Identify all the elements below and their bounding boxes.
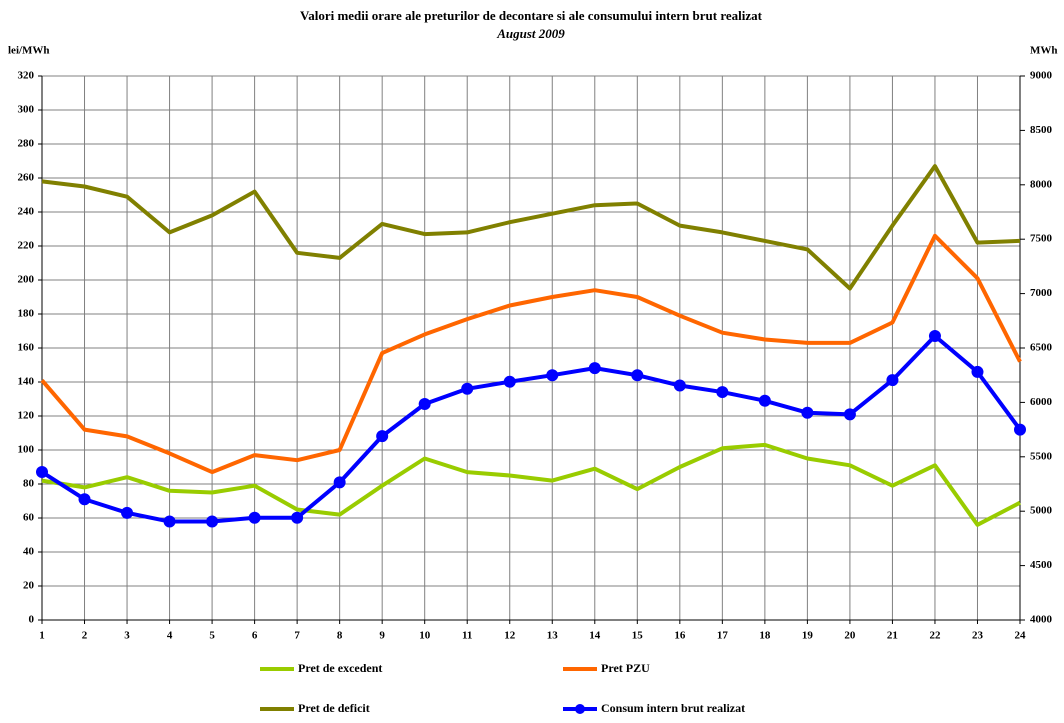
series-marker	[36, 466, 48, 479]
y-tick-label: 220	[18, 240, 35, 252]
chart-subtitle: August 2009	[496, 26, 565, 41]
series-marker	[206, 515, 219, 528]
x-tick-label: 22	[929, 630, 941, 642]
x-tick-label: 3	[124, 630, 130, 642]
legend-label: Consum intern brut realizat	[601, 701, 745, 715]
series-line	[41, 164, 1021, 291]
y-tick-label: 60	[23, 512, 35, 524]
legend-label: Pret de deficit	[298, 701, 370, 715]
x-tick-label: 17	[717, 630, 729, 642]
y2-tick-label: 9000	[1030, 70, 1053, 82]
series-marker	[886, 374, 899, 387]
series-marker	[631, 369, 644, 382]
y2-tick-label: 6000	[1030, 396, 1053, 408]
legend-marker	[575, 704, 585, 714]
series-marker	[121, 506, 134, 519]
y2-tick-label: 6500	[1030, 342, 1053, 354]
y-tick-label: 80	[23, 478, 35, 490]
series-marker	[78, 493, 91, 506]
y2-tick-label: 5500	[1030, 450, 1053, 462]
x-tick-label: 8	[337, 630, 343, 642]
series-marker	[758, 394, 771, 407]
y2-tick-label: 8500	[1030, 124, 1053, 136]
y2-tick-label: 4000	[1030, 614, 1053, 626]
y-tick-label: 120	[18, 410, 35, 422]
x-tick-label: 19	[802, 630, 814, 642]
x-tick-label: 16	[674, 630, 686, 642]
chart-title: Valori medii orare ale preturilor de dec…	[300, 8, 763, 23]
series-marker	[248, 511, 261, 524]
x-tick-label: 24	[1015, 630, 1027, 642]
x-tick-label: 15	[632, 630, 644, 642]
series-marker	[461, 382, 474, 395]
y2-tick-label: 5000	[1030, 505, 1053, 517]
y-tick-label: 140	[18, 376, 35, 388]
x-tick-label: 20	[844, 630, 856, 642]
legend-label: Pret PZU	[601, 661, 650, 675]
y-tick-label: 20	[23, 580, 35, 592]
y-tick-label: 160	[18, 342, 35, 354]
series-marker	[376, 430, 389, 443]
x-tick-label: 7	[294, 630, 300, 642]
y2-tick-label: 7500	[1030, 233, 1053, 245]
series-marker	[163, 515, 176, 528]
series-marker	[716, 386, 729, 399]
series-marker	[503, 375, 516, 388]
y-tick-label: 260	[18, 172, 35, 184]
y-tick-label: 300	[18, 104, 35, 116]
y-tick-label: 200	[18, 274, 35, 286]
series-marker	[843, 408, 856, 421]
series-line	[41, 442, 1021, 527]
series-marker	[333, 476, 346, 489]
y-tick-label: 180	[18, 308, 35, 320]
y2-tick-label: 4500	[1030, 559, 1053, 571]
y-axis-label: lei/MWh	[8, 45, 50, 57]
x-tick-label: 23	[972, 630, 984, 642]
y-tick-label: 40	[23, 546, 35, 558]
series-marker	[928, 330, 941, 343]
series-marker	[546, 369, 559, 382]
y2-tick-label: 7000	[1030, 287, 1053, 299]
y-tick-label: 240	[18, 206, 35, 218]
x-tick-label: 5	[209, 630, 215, 642]
x-tick-label: 6	[252, 630, 258, 642]
x-tick-label: 4	[167, 630, 173, 642]
x-tick-label: 1	[39, 630, 45, 642]
series-marker	[801, 406, 814, 419]
series-marker	[673, 379, 686, 392]
series-line	[40, 233, 1022, 475]
series-marker	[418, 398, 431, 411]
x-tick-label: 10	[419, 630, 431, 642]
y-tick-label: 0	[29, 614, 35, 626]
y-tick-label: 280	[18, 138, 35, 150]
legend-label: Pret de excedent	[298, 661, 382, 675]
series-marker	[971, 365, 984, 378]
series-line	[40, 334, 1022, 524]
x-tick-label: 18	[759, 630, 771, 642]
series-marker	[291, 511, 304, 524]
x-tick-label: 9	[379, 630, 385, 642]
series-marker	[1014, 423, 1026, 436]
x-tick-label: 2	[82, 630, 88, 642]
y2-tick-label: 8000	[1030, 178, 1053, 190]
x-tick-label: 13	[547, 630, 559, 642]
x-tick-label: 14	[589, 630, 601, 642]
y2-axis-label: MWh	[1030, 45, 1058, 57]
y-tick-label: 320	[18, 70, 35, 82]
x-tick-label: 12	[504, 630, 516, 642]
x-tick-label: 21	[887, 630, 898, 642]
y-tick-label: 100	[18, 444, 35, 456]
x-tick-label: 11	[462, 630, 472, 642]
series-marker	[588, 362, 601, 375]
